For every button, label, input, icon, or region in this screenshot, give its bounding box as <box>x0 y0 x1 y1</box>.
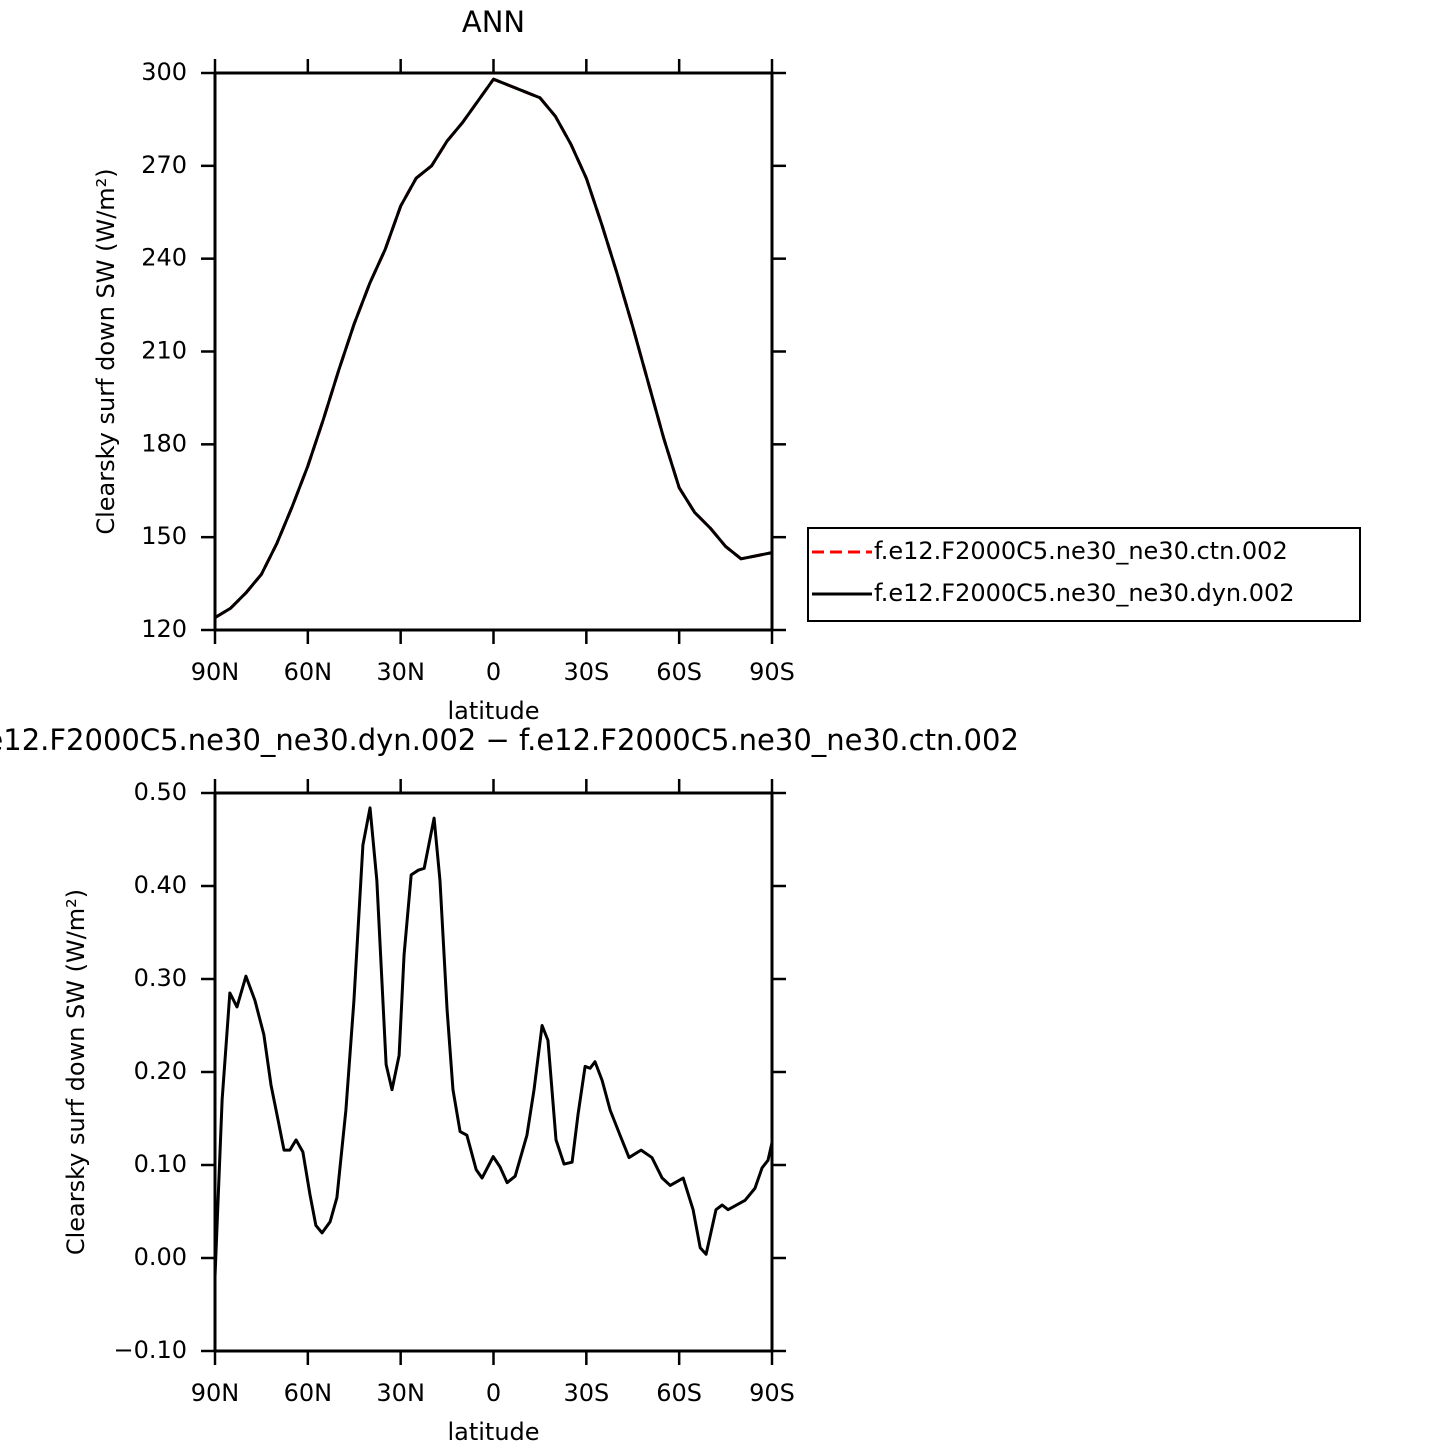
legend-label: f.e12.F2000C5.ne30_ne30.dyn.002 <box>874 579 1295 607</box>
plot-frame <box>213 71 774 632</box>
y-tick-label: 120 <box>141 615 187 643</box>
chart-title: f.e12.F2000C5.ne30_ne30.dyn.002 − f.e12.… <box>0 723 1019 757</box>
x-tick-label: 90S <box>749 1379 795 1407</box>
plot-frame <box>213 791 774 1353</box>
x-axis-label: latitude <box>447 1418 539 1446</box>
chart-title: ANN <box>462 5 525 39</box>
y-tick-label: 240 <box>141 244 187 272</box>
y-axis-label: Clearsky surf down SW (W/m²) <box>92 168 120 534</box>
legend-box <box>807 527 1361 622</box>
y-tick-label: 0.30 <box>134 964 187 992</box>
x-tick-label: 30S <box>563 658 609 686</box>
x-tick-label: 0 <box>486 1379 501 1407</box>
x-tick-label: 30S <box>563 1379 609 1407</box>
y-tick-label: 300 <box>141 58 187 86</box>
x-tick-label: 60N <box>284 1379 333 1407</box>
x-axis-label: latitude <box>447 697 539 725</box>
y-tick-label: 0.40 <box>134 871 187 899</box>
y-tick-label: 0.50 <box>134 778 187 806</box>
data-line <box>213 806 774 1277</box>
x-tick-label: 90S <box>749 658 795 686</box>
y-tick-label: 0.10 <box>134 1150 187 1178</box>
x-tick-label: 60S <box>656 1379 702 1407</box>
y-tick-label: −0.10 <box>113 1336 187 1364</box>
x-tick-label: 0 <box>486 658 501 686</box>
x-tick-label: 60S <box>656 658 702 686</box>
x-tick-label: 90N <box>191 1379 240 1407</box>
data-line <box>214 77 773 619</box>
x-tick-label: 90N <box>191 658 240 686</box>
x-tick-label: 60N <box>284 658 333 686</box>
x-tick-label: 30N <box>376 658 425 686</box>
y-tick-label: 180 <box>141 429 187 457</box>
y-tick-label: 270 <box>141 151 187 179</box>
y-tick-label: 0.00 <box>134 1243 187 1271</box>
legend-label: f.e12.F2000C5.ne30_ne30.ctn.002 <box>874 537 1288 565</box>
y-tick-label: 210 <box>141 337 187 365</box>
y-axis-label: Clearsky surf down SW (W/m²) <box>62 889 90 1255</box>
y-tick-label: 0.20 <box>134 1057 187 1085</box>
data-line <box>214 77 773 619</box>
y-tick-label: 150 <box>141 522 187 550</box>
x-tick-label: 30N <box>376 1379 425 1407</box>
